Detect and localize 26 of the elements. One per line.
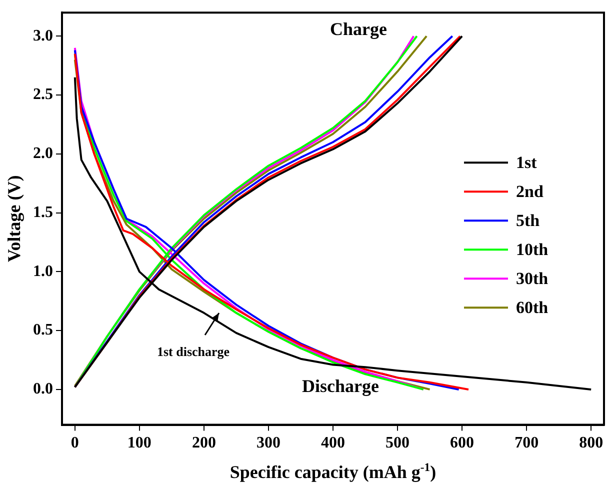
y-tick-label: 3.0: [33, 27, 53, 44]
x-tick-label: 0: [70, 434, 79, 452]
legend-label: 1st: [516, 152, 538, 172]
annotation: 1st discharge: [157, 344, 230, 359]
x-tick-label: 600: [450, 434, 474, 452]
y-tick-label: 1.0: [33, 262, 53, 280]
x-tick-label: 700: [514, 434, 539, 452]
legend-label: 2nd: [516, 182, 544, 201]
legend-label: 30th: [516, 268, 549, 288]
x-tick-label: 500: [386, 434, 410, 452]
y-tick-label: 0.0: [33, 380, 53, 398]
legend-label: 5th: [516, 210, 540, 230]
x-tick-label: 300: [256, 434, 280, 452]
y-tick-label: 1.5: [33, 204, 53, 221]
x-tick-label: 800: [579, 434, 604, 452]
x-tick-label: 100: [127, 434, 152, 452]
y-tick-label: 2.5: [33, 86, 53, 104]
legend-label: 10th: [516, 240, 549, 259]
annotation: Discharge: [302, 376, 379, 396]
y-axis-title: Voltage (V): [4, 175, 24, 262]
x-tick-label: 200: [192, 434, 216, 452]
legend-label: 60th: [516, 298, 549, 317]
y-tick-label: 2.0: [33, 145, 53, 162]
x-tick-label: 400: [321, 434, 345, 452]
annotation: Charge: [330, 19, 387, 39]
y-tick-label: 0.5: [33, 322, 53, 339]
